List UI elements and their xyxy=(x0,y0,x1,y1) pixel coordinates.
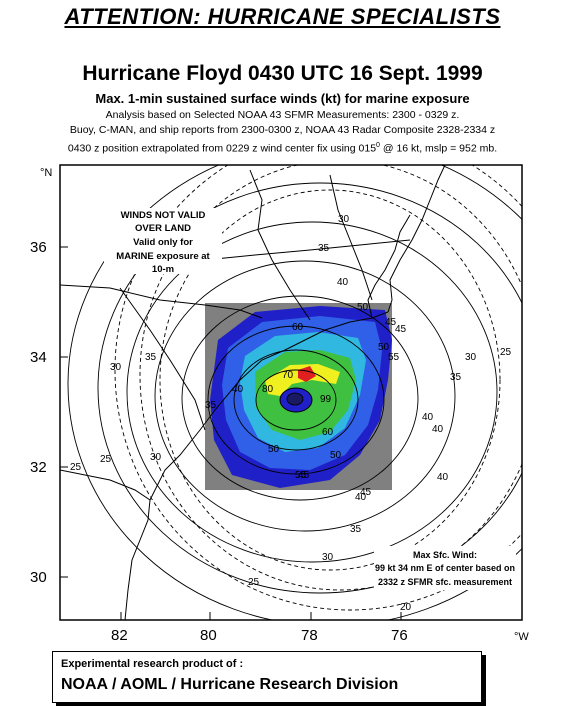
lon-label-82: 82 xyxy=(111,627,128,644)
north-label: °N xyxy=(40,167,52,179)
warning-line: WINDS NOT VALID xyxy=(121,210,206,221)
contour-label: 45 xyxy=(298,470,310,481)
contour-ring-dashed xyxy=(114,165,522,611)
contour-label: 25 xyxy=(100,454,112,465)
contour-ring xyxy=(233,349,359,451)
contour-label: 35 xyxy=(145,352,157,363)
analysis-line-1: Analysis based on Selected NOAA 43 SFMR … xyxy=(105,109,460,121)
analysis-line-2: Buoy, C-MAN, and ship reports from 2300-… xyxy=(69,124,496,136)
contour-label: 40 xyxy=(422,412,434,423)
contour-label: 40 xyxy=(232,384,244,395)
contour-label: 30 xyxy=(465,352,477,363)
warning-line: OVER LAND xyxy=(135,223,191,234)
contour-label: 50 xyxy=(378,342,390,353)
contour-label: 30 xyxy=(110,362,122,373)
contour-label: 45 xyxy=(395,324,407,335)
contour-ring-dashed xyxy=(159,189,501,571)
max-wind-note: Max Sfc. Wind: 99 kt 34 nm E of center b… xyxy=(374,546,516,590)
contour-ring xyxy=(207,325,385,475)
contour-label: 25 xyxy=(248,577,260,588)
lon-label-80: 80 xyxy=(200,627,217,644)
contour-label: 45 xyxy=(360,487,372,498)
axis-labels: °N 36 34 32 30 82 80 78 76 °W xyxy=(30,167,529,644)
map-subtitle: Max. 1-min sustained surface winds (kt) … xyxy=(95,91,470,106)
degree-superscript: 0 xyxy=(376,142,380,149)
max-wind-line: 2332 z SFMR sfc. measurement xyxy=(378,577,512,587)
contour-label: 35 xyxy=(205,400,217,411)
max-wind-bg xyxy=(374,546,516,590)
lon-label-76: 76 xyxy=(391,627,408,644)
footer-org-text: NOAA / AOML / Hurricane Research Divisio… xyxy=(61,676,399,693)
contour-label: 40 xyxy=(355,492,367,503)
contour-label: 25 xyxy=(70,462,82,473)
lat-label-30: 30 xyxy=(30,569,47,586)
map-frame xyxy=(59,164,523,621)
contour-label: 50 xyxy=(268,444,280,455)
axis-ticks xyxy=(60,246,402,620)
contour-label: 60 xyxy=(322,427,334,438)
sound-inner-coast xyxy=(367,214,411,319)
contour-label: 30 xyxy=(322,552,334,563)
contour-label: 70 xyxy=(282,370,294,381)
contour-label: 30 xyxy=(338,214,350,225)
contour-label: 55 xyxy=(295,470,307,481)
eye-center xyxy=(286,392,304,406)
contour-label: 35 xyxy=(318,243,330,254)
map-title: Hurricane Floyd 0430 UTC 16 Sept. 1999 xyxy=(82,62,483,85)
contour-ring xyxy=(181,295,419,501)
wind-contours xyxy=(67,165,522,620)
river-line xyxy=(329,174,373,301)
contour-ring xyxy=(67,165,522,620)
river-line xyxy=(249,169,311,321)
footer-credit-box: Experimental research product of : NOAA … xyxy=(52,651,482,703)
contour-label: 55 xyxy=(388,352,400,363)
state-border xyxy=(119,287,206,431)
warning-line: MARINE exposure at xyxy=(116,251,210,262)
analysis-line-3: 0430 z position extrapolated from 0229 z… xyxy=(0,142,565,155)
contour-label: 60 xyxy=(292,322,304,333)
contour-label: 20 xyxy=(400,602,412,613)
contour-label: 40 xyxy=(432,424,444,435)
contour-label: 25 xyxy=(500,347,512,358)
west-label: °W xyxy=(514,631,529,643)
footer-small-text: Experimental research product of : xyxy=(61,658,244,670)
contour-label: 35 xyxy=(350,524,362,535)
contour-label: 45 xyxy=(385,317,397,328)
analysis-line-3-tail: @ 16 kt, mslp = 952 mb. xyxy=(379,142,498,155)
wind-analysis-map: °N 36 34 32 30 82 80 78 76 °W 30 35 40 4… xyxy=(30,164,529,644)
max-wind-line: 99 kt 34 nm E of center based on xyxy=(375,563,515,573)
max-wind-label: 99 xyxy=(320,394,332,405)
land-warning-bg xyxy=(104,208,222,274)
warning-line: 10-m xyxy=(152,264,174,275)
contour-ring xyxy=(154,260,456,532)
contour-label: 40 xyxy=(437,472,449,483)
contour-label: 80 xyxy=(262,384,274,395)
lat-label-32: 32 xyxy=(30,459,47,476)
state-border xyxy=(204,239,411,261)
contour-label: 50 xyxy=(357,302,369,313)
attention-banner: ATTENTION: HURRICANE SPECIALISTS xyxy=(64,4,501,29)
lon-label-78: 78 xyxy=(301,627,318,644)
warning-line: Valid only for xyxy=(133,237,193,248)
coastline xyxy=(60,165,446,620)
land-warning-note: WINDS NOT VALID OVER LAND Valid only for… xyxy=(104,208,222,275)
state-border xyxy=(60,284,263,319)
contour-ring xyxy=(255,369,337,431)
contour-label: 35 xyxy=(450,372,462,383)
east-coast-line xyxy=(60,469,151,620)
carolina-coast xyxy=(149,311,389,501)
outer-banks xyxy=(387,165,446,313)
lat-label-36: 36 xyxy=(30,239,47,256)
contour-label: 50 xyxy=(330,450,342,461)
lat-label-34: 34 xyxy=(30,349,47,366)
contour-ring-dashed xyxy=(139,165,522,591)
radar-composite xyxy=(205,303,392,490)
max-wind-line: Max Sfc. Wind: xyxy=(413,550,477,560)
contour-ring xyxy=(126,221,498,563)
contour-label: 40 xyxy=(337,277,349,288)
contour-ring xyxy=(97,182,522,594)
analysis-line-3-text: 0430 z position extrapolated from 0229 z… xyxy=(67,142,377,155)
contour-label: 30 xyxy=(150,452,162,463)
